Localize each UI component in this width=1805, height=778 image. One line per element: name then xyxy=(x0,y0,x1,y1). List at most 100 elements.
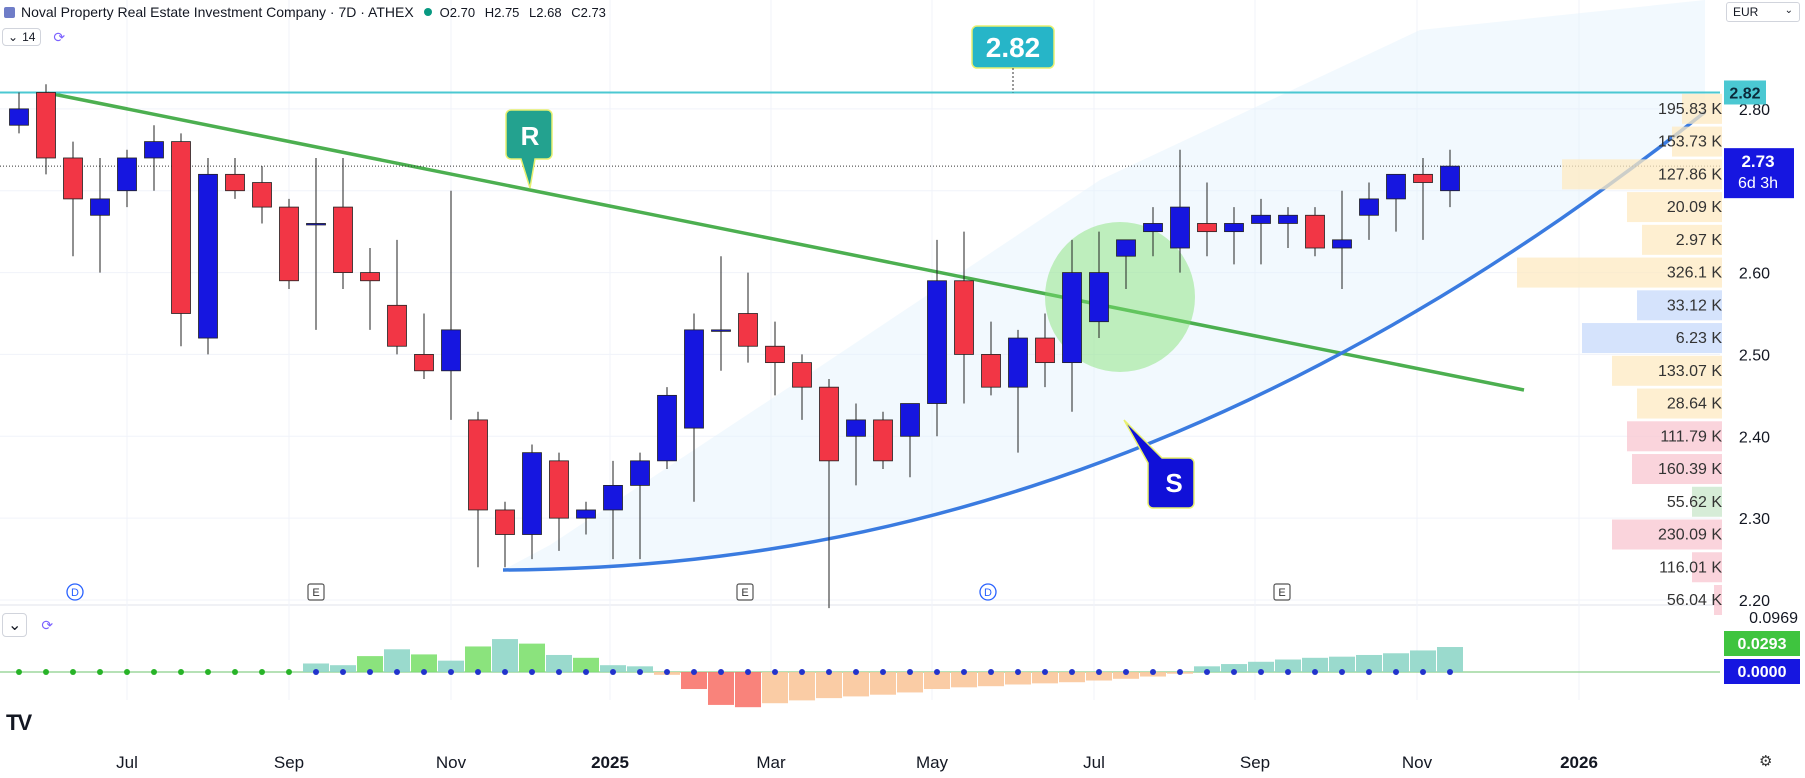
current-price-tag xyxy=(1724,148,1794,199)
oscillator-dot xyxy=(151,669,157,675)
price-line-tag xyxy=(1724,80,1766,105)
oscillator-dot xyxy=(286,669,292,675)
oscillator-bar xyxy=(789,672,815,701)
candle-up xyxy=(1440,165,1460,192)
chart-header: Noval Property Real Estate Investment Co… xyxy=(4,2,612,22)
volume-profile-label: 6.23 K xyxy=(1676,330,1723,347)
refresh-icon[interactable]: ⟳ xyxy=(53,28,66,45)
interval-pill[interactable]: ⌄ 14 xyxy=(2,28,42,46)
oscillator-dot xyxy=(610,669,616,675)
candle-up xyxy=(684,329,704,429)
candle-down xyxy=(171,141,191,314)
oscillator-dot xyxy=(637,669,643,675)
oscillator-dot xyxy=(1069,669,1075,675)
current-price-text: 2.73 xyxy=(1741,152,1774,171)
oscillator-value-tag xyxy=(1724,631,1800,656)
x-axis-label: Sep xyxy=(274,753,304,772)
chevron-down-icon: ⌄ xyxy=(1784,5,1793,16)
candle-up xyxy=(1386,173,1406,200)
indicator-row: ⌄ 14 ⟳ xyxy=(2,28,65,46)
currency-value: EUR xyxy=(1733,5,1759,19)
gear-icon[interactable]: ⚙ xyxy=(1759,753,1773,770)
x-axis-label: 2026 xyxy=(1560,753,1598,772)
oscillator-bar xyxy=(1221,664,1247,672)
volume-profile-label: 160.39 K xyxy=(1658,461,1722,478)
event-marker-label: E xyxy=(312,587,319,599)
symbol-title[interactable]: Noval Property Real Estate Investment Co… xyxy=(21,4,414,20)
oscillator-dot xyxy=(1150,669,1156,675)
volume-profile-bar xyxy=(1517,257,1722,288)
candle-down xyxy=(1413,173,1433,183)
volume-profile-label: 55.62 K xyxy=(1667,494,1722,511)
oscillator-dot xyxy=(475,669,481,675)
volume-profile-label: 127.86 K xyxy=(1658,166,1722,183)
chevron-down-icon: ⌄ xyxy=(8,617,22,634)
oscillator-bar xyxy=(1248,661,1274,672)
oscillator-dot xyxy=(1204,669,1210,675)
volume-profile-bar xyxy=(1714,585,1722,615)
interval-value: 14 xyxy=(22,30,36,44)
support-callout xyxy=(1123,419,1195,509)
oscillator-dot xyxy=(1285,669,1291,675)
oscillator-dot xyxy=(1420,669,1426,675)
volume-profile-label: 195.83 K xyxy=(1658,101,1722,118)
earnings-marker xyxy=(736,583,754,601)
candle-down xyxy=(765,345,785,364)
event-marker-label: E xyxy=(741,587,748,599)
oscillator-bar xyxy=(708,672,734,705)
candle-down xyxy=(63,157,83,200)
breakout-highlight xyxy=(1045,222,1195,372)
candle-down xyxy=(1305,214,1325,249)
ohlc-values: O2.70 H2.75 L2.68 C2.73 xyxy=(440,5,612,20)
volume-profile-label: 2.97 K xyxy=(1676,232,1723,249)
resistance-line xyxy=(47,91,1525,392)
volume-profile-label: 153.73 K xyxy=(1658,134,1722,151)
candle-up xyxy=(117,157,137,192)
symbol-icon xyxy=(4,6,15,18)
tradingview-logo[interactable]: TV xyxy=(6,710,32,735)
oscillator-bar xyxy=(1059,672,1085,683)
candle-down xyxy=(819,386,839,462)
oscillator-dot xyxy=(1393,669,1399,675)
x-axis-label: Jul xyxy=(116,753,138,772)
oscillator-bar xyxy=(1005,672,1031,685)
oscillator-bar xyxy=(411,654,437,672)
candle-up xyxy=(1359,198,1379,216)
candle-down xyxy=(738,313,758,347)
event-marker-label: D xyxy=(984,587,992,599)
oscillator-dot xyxy=(421,669,427,675)
volume-profile-label: 20.09 K xyxy=(1667,199,1722,216)
x-axis-label: Nov xyxy=(1402,753,1433,772)
candle-down xyxy=(1197,223,1217,233)
oscillator-dot xyxy=(340,669,346,675)
volume-profile-bar xyxy=(1612,355,1722,386)
volume-profile-label: 230.09 K xyxy=(1658,527,1722,544)
close-value: C2.73 xyxy=(571,4,606,20)
candle-up xyxy=(1224,223,1244,233)
candle-up xyxy=(900,403,920,437)
oscillator-dot xyxy=(97,669,103,675)
candle-down xyxy=(252,182,272,208)
oscillator-bar xyxy=(762,672,788,704)
candle-down xyxy=(279,206,299,282)
y-axis-label: 2.20 xyxy=(1739,593,1770,610)
currency-select[interactable]: EUR ⌄ xyxy=(1726,2,1800,22)
oscillator-dot xyxy=(1447,669,1453,675)
oscillator-bar xyxy=(330,665,356,672)
oscillator-dot xyxy=(745,669,751,675)
candle-up xyxy=(846,419,866,437)
price-line-tag-text: 2.82 xyxy=(1729,85,1760,102)
oscillator-bar xyxy=(681,672,707,690)
high-value: H2.75 xyxy=(484,4,520,20)
collapse-button[interactable]: ⌄ xyxy=(2,613,28,637)
volume-profile-label: 56.04 K xyxy=(1667,592,1722,609)
oscillator-bar xyxy=(573,657,599,672)
oscillator-bar xyxy=(1302,657,1328,672)
x-axis-label: May xyxy=(916,753,949,772)
oscillator-dot xyxy=(826,669,832,675)
oscillator-dot xyxy=(934,669,940,675)
x-axis-label: Nov xyxy=(436,753,467,772)
oscillator-dot xyxy=(394,669,400,675)
refresh-icon[interactable]: ⟳ xyxy=(41,616,54,633)
